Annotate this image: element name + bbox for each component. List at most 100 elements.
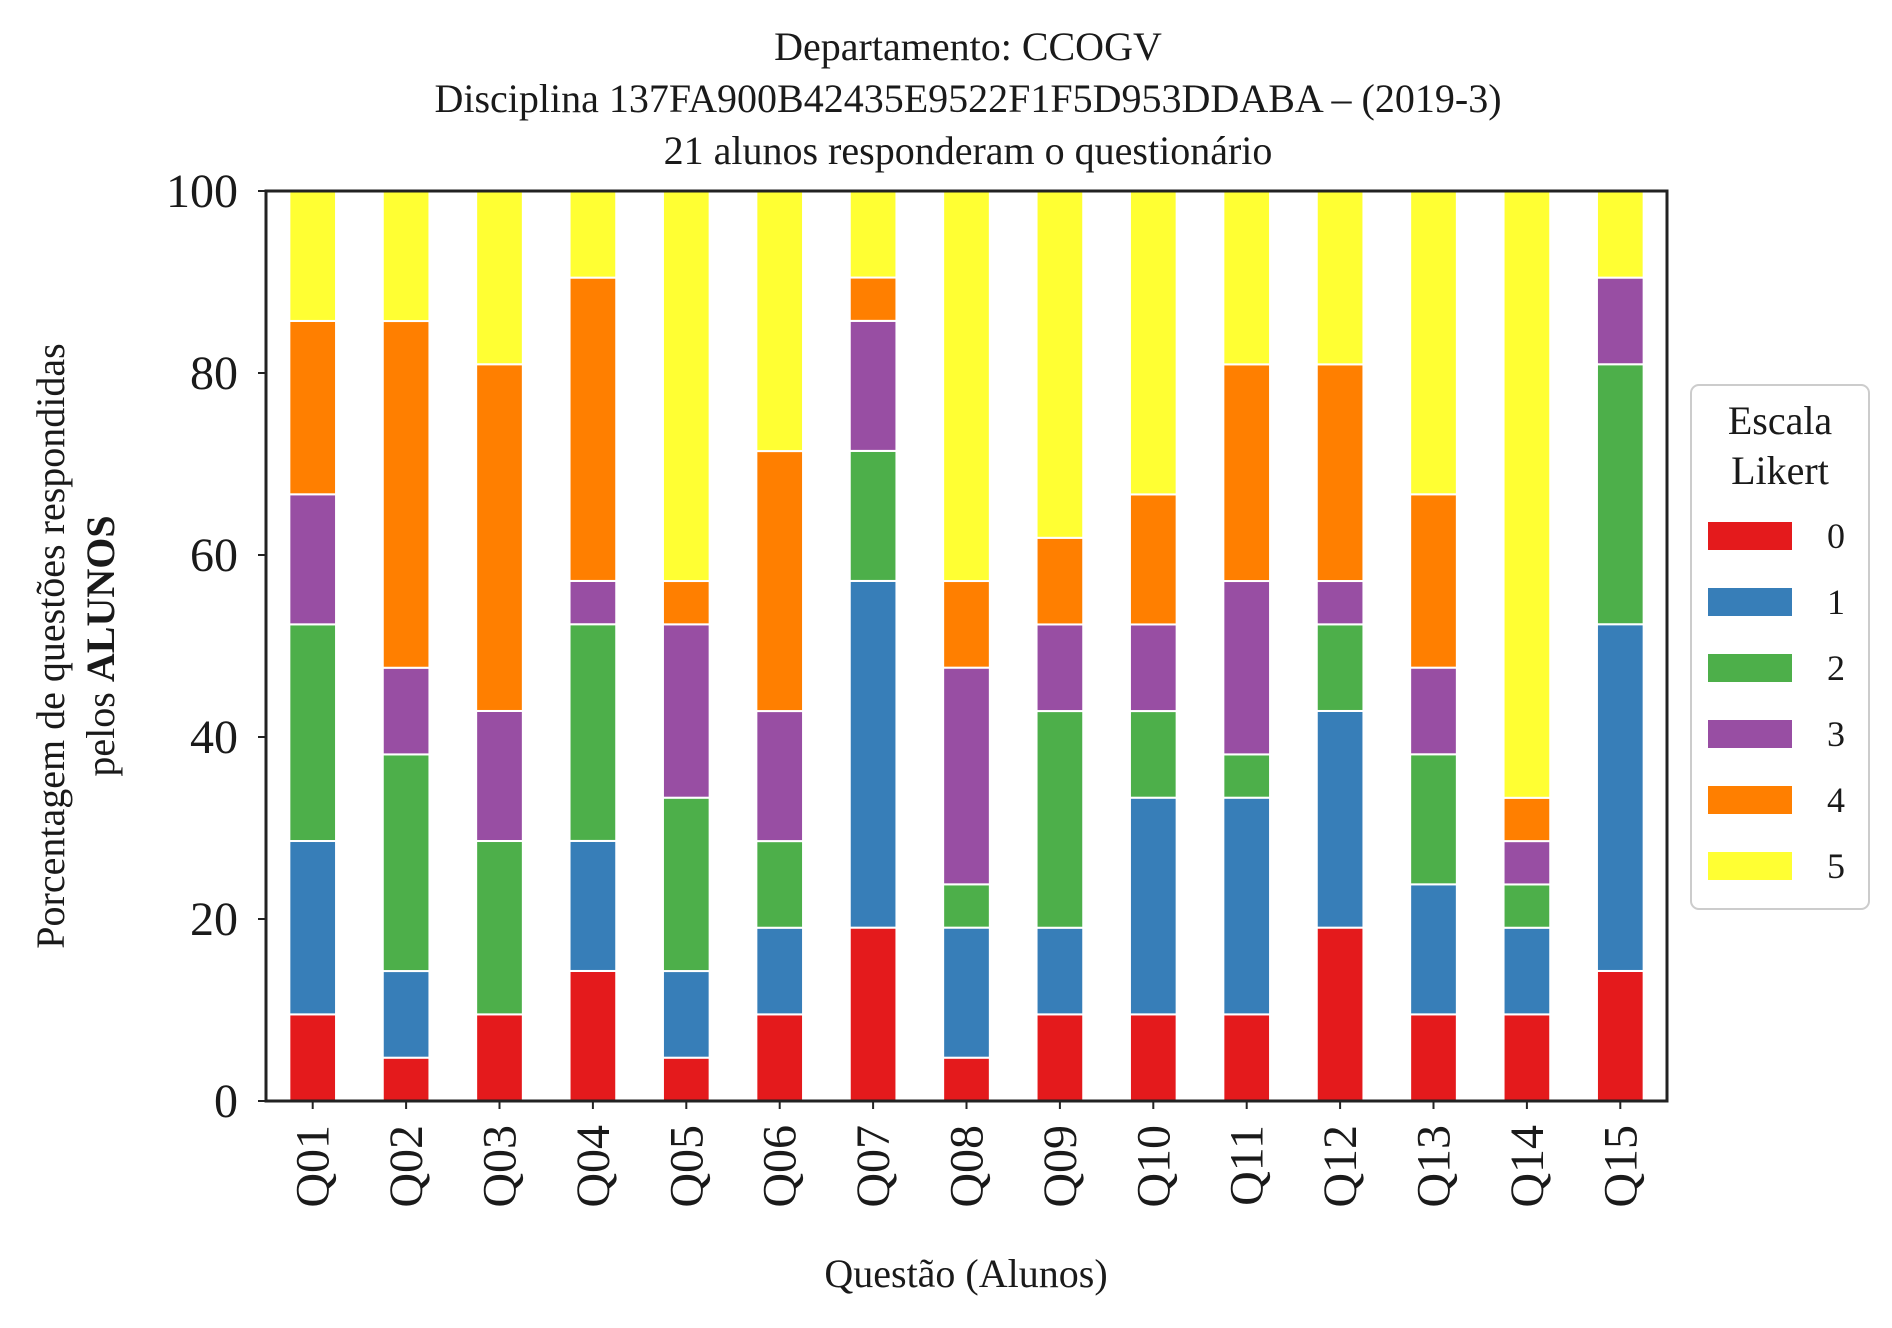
- legend-label-0: 0: [1827, 516, 1845, 556]
- bar-segment-q05-likert-5: [661, 190, 711, 583]
- bar-segment-q13-likert-3: [1409, 666, 1458, 756]
- bar-segment-q07-likert-5: [848, 189, 898, 279]
- bar-segment-q04-likert-5: [568, 190, 618, 279]
- bar-segment-q07-likert-4: [848, 276, 898, 322]
- x-tick-label-q01: Q01: [287, 1125, 340, 1208]
- bar-segment-q12-likert-3: [1315, 580, 1365, 626]
- bar-segment-q13-likert-2: [1409, 753, 1458, 886]
- x-tick-label-q15: Q15: [1594, 1125, 1647, 1208]
- bar-segment-q11-likert-3: [1222, 580, 1272, 756]
- legend-swatch-4: [1708, 786, 1792, 814]
- bar-segment-q14-likert-3: [1502, 840, 1552, 886]
- legend-label-3: 3: [1827, 714, 1845, 754]
- bar-segment-q12-likert-5: [1315, 190, 1365, 366]
- title-line-1: Departamento: CCOGV: [774, 24, 1162, 69]
- bar-segment-q02-likert-5: [381, 190, 431, 323]
- legend-title-line-1: Escala: [1728, 398, 1833, 443]
- bar-segment-q02-likert-4: [381, 320, 431, 669]
- bar-segment-q08-likert-1: [942, 926, 991, 1059]
- bar-segment-q05-likert-4: [661, 580, 711, 626]
- y-tick-label-80: 80: [190, 347, 238, 400]
- y-tick-label-60: 60: [190, 529, 238, 582]
- bar-segment-q03-likert-0: [475, 1013, 524, 1102]
- bar-segment-q01-likert-4: [288, 319, 338, 496]
- title-line-3: 21 alunos responderam o questionário: [664, 128, 1273, 173]
- bar-segment-q11-likert-0: [1222, 1013, 1272, 1102]
- x-tick-label-q09: Q09: [1034, 1125, 1087, 1208]
- bar-segment-q12-likert-4: [1315, 363, 1365, 583]
- legend: Escala Likert 0 1 2 3 4 5: [1690, 384, 1870, 910]
- bar-segment-q03-likert-2: [475, 840, 524, 1016]
- legend-swatch-3: [1708, 720, 1792, 748]
- bar-segment-q14-likert-2: [1502, 883, 1552, 929]
- y-axis: 0 20 40 60 80 100: [166, 165, 266, 1128]
- x-tick-label-q03: Q03: [474, 1125, 527, 1208]
- bar-segment-q08-likert-2: [942, 883, 991, 929]
- bar-segment-q07-likert-2: [848, 449, 898, 582]
- legend-label-1: 1: [1827, 582, 1845, 622]
- bar-segment-q08-likert-5: [942, 190, 991, 583]
- bar-segment-q04-likert-4: [568, 276, 618, 582]
- bar-segment-q08-likert-0: [942, 1056, 991, 1102]
- x-tick-label-q08: Q08: [941, 1125, 994, 1208]
- bar-segment-q14-likert-0: [1502, 1013, 1552, 1102]
- bar-segment-q01-likert-0: [288, 1013, 338, 1102]
- x-tick-label-q13: Q13: [1408, 1125, 1461, 1208]
- legend-label-2: 2: [1827, 648, 1845, 688]
- bar-segment-q12-likert-0: [1315, 926, 1365, 1103]
- x-tick-label-q10: Q10: [1127, 1125, 1180, 1208]
- bar-segment-q13-likert-5: [1409, 190, 1458, 496]
- legend-frame: [1690, 384, 1870, 910]
- bars-group: [288, 189, 1645, 1103]
- legend-label-5: 5: [1827, 846, 1845, 886]
- bar-segment-q09-likert-0: [1035, 1013, 1085, 1102]
- bar-segment-q10-likert-2: [1128, 710, 1178, 799]
- legend-label-4: 4: [1827, 780, 1845, 820]
- bar-segment-q15-likert-2: [1595, 363, 1645, 626]
- bar-segment-q04-likert-2: [568, 623, 618, 842]
- x-tick-label-q04: Q04: [567, 1125, 620, 1208]
- bar-segment-q06-likert-4: [755, 450, 805, 713]
- bar-segment-q03-likert-4: [475, 363, 524, 712]
- bar-segment-q03-likert-5: [475, 189, 524, 366]
- bar-segment-q06-likert-0: [755, 1013, 805, 1102]
- y-tick-label-40: 40: [190, 711, 238, 764]
- bar-segment-q14-likert-1: [1502, 926, 1552, 1016]
- title-line-2: Disciplina 137FA900B42435E9522F1F5D953DD…: [434, 76, 1501, 121]
- x-tick-label-q05: Q05: [660, 1125, 713, 1208]
- legend-title-line-2: Likert: [1731, 448, 1829, 493]
- y-axis-label-line-2: pelos ALUNOS: [78, 515, 123, 776]
- bar-segment-q09-likert-3: [1035, 623, 1085, 713]
- bar-segment-q06-likert-2: [755, 840, 805, 929]
- bar-segment-q04-likert-1: [568, 839, 618, 972]
- x-tick-label-q11: Q11: [1221, 1125, 1274, 1206]
- bar-segment-q02-likert-0: [381, 1056, 431, 1102]
- bar-segment-q06-likert-1: [755, 926, 805, 1016]
- bar-segment-q05-likert-2: [661, 796, 711, 973]
- x-tick-label-q07: Q07: [847, 1125, 900, 1208]
- bar-segment-q05-likert-3: [661, 623, 711, 799]
- x-tick-label-q14: Q14: [1501, 1125, 1554, 1208]
- bar-segment-q03-likert-3: [475, 709, 524, 843]
- bar-segment-q08-likert-3: [942, 666, 991, 886]
- x-tick-label-q02: Q02: [380, 1125, 433, 1208]
- bar-segment-q09-likert-5: [1035, 190, 1085, 539]
- bar-segment-q06-likert-3: [755, 710, 805, 843]
- bar-segment-q01-likert-2: [288, 623, 338, 843]
- bar-segment-q10-likert-1: [1128, 796, 1178, 1016]
- bar-segment-q01-likert-3: [288, 493, 338, 626]
- bar-segment-q12-likert-1: [1315, 709, 1365, 929]
- bar-segment-q13-likert-4: [1409, 493, 1458, 669]
- bar-segment-q02-likert-2: [381, 753, 431, 973]
- bar-segment-q15-likert-1: [1595, 623, 1645, 972]
- bar-segment-q07-likert-1: [848, 579, 898, 929]
- bar-segment-q01-likert-1: [288, 840, 338, 1016]
- bar-segment-q15-likert-0: [1595, 969, 1645, 1102]
- bar-segment-q11-likert-4: [1222, 363, 1272, 583]
- y-tick-label-0: 0: [214, 1075, 238, 1128]
- bar-segment-q07-likert-0: [848, 926, 898, 1103]
- bar-segment-q01-likert-5: [288, 189, 338, 322]
- y-tick-label-20: 20: [190, 893, 238, 946]
- bar-segment-q14-likert-4: [1502, 796, 1552, 843]
